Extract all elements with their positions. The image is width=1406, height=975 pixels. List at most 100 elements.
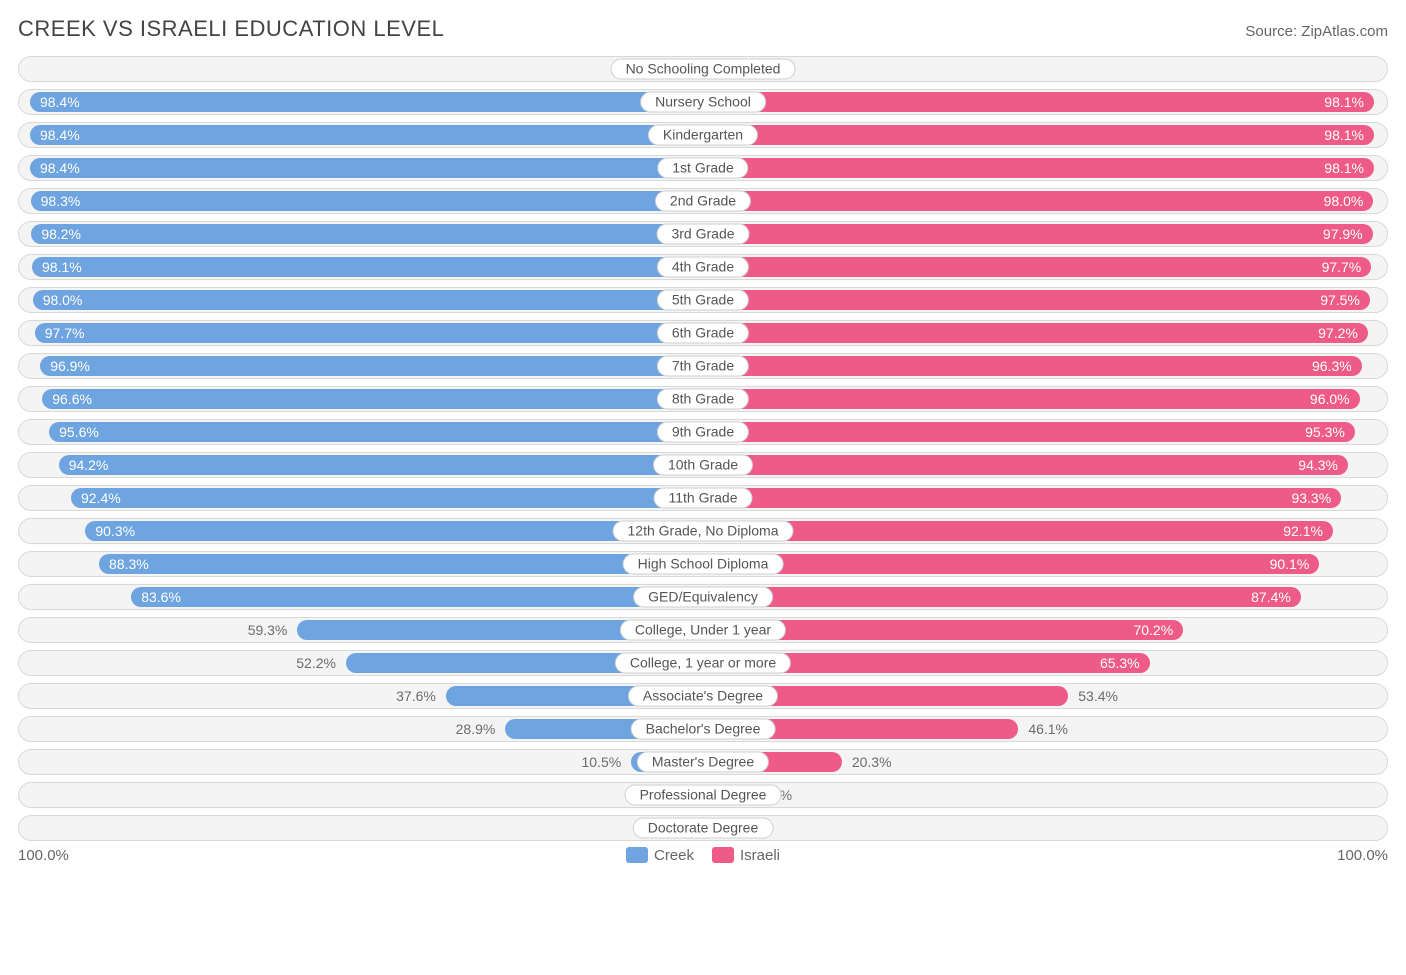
- value-right: 97.2%: [1318, 321, 1358, 345]
- row-label: 1st Grade: [657, 158, 748, 179]
- row-label: Master's Degree: [637, 752, 769, 773]
- bar-right: [703, 158, 1374, 178]
- bar-right: [703, 389, 1360, 409]
- chart-row: 52.2%65.3%College, 1 year or more: [18, 650, 1388, 676]
- legend-item-creek: Creek: [626, 847, 694, 864]
- chart-row: 1.6%1.9%No Schooling Completed: [18, 56, 1388, 82]
- value-right: 98.1%: [1324, 156, 1364, 180]
- bar-right: [703, 191, 1373, 211]
- legend-label-creek: Creek: [654, 847, 694, 864]
- axis-right-max: 100.0%: [1337, 847, 1388, 864]
- row-label: Nursery School: [640, 92, 766, 113]
- value-left: 88.3%: [109, 552, 149, 576]
- chart-row: 94.2%94.3%10th Grade: [18, 452, 1388, 478]
- chart-row: 83.6% 87.4% GED/Equivalency: [18, 584, 1388, 610]
- bar-right: [703, 125, 1374, 145]
- value-right: 70.2%: [1133, 618, 1173, 642]
- value-right: 87.4%: [1251, 585, 1291, 609]
- row-label: GED/Equivalency: [633, 587, 773, 608]
- row-label: No Schooling Completed: [611, 59, 796, 80]
- chart-row: 98.4%98.1%Kindergarten: [18, 122, 1388, 148]
- chart-row: 3.1%6.9%Professional Degree: [18, 782, 1388, 808]
- value-right: 98.1%: [1324, 90, 1364, 114]
- chart-title: CREEK VS ISRAELI EDUCATION LEVEL: [18, 16, 444, 42]
- chart-rows: 1.6%1.9%No Schooling Completed 98.4% 98.1%…: [18, 56, 1388, 841]
- bar-left: [32, 257, 703, 277]
- bar-left: [30, 158, 703, 178]
- row-label: Professional Degree: [625, 785, 782, 806]
- value-left: 98.4%: [40, 123, 80, 147]
- axis-left-max: 100.0%: [18, 847, 69, 864]
- chart-row: 37.6%53.4%Associate's Degree: [18, 683, 1388, 709]
- chart-row: 1.3%2.7%Doctorate Degree: [18, 815, 1388, 841]
- value-right: 95.3%: [1305, 420, 1345, 444]
- legend-label-israeli: Israeli: [740, 847, 780, 864]
- value-right: 20.3%: [852, 750, 892, 774]
- row-label: 11th Grade: [653, 488, 752, 509]
- value-left: 98.3%: [41, 189, 81, 213]
- row-label: 12th Grade, No Diploma: [613, 521, 794, 542]
- chart-row: 98.2% 97.9% 3rd Grade: [18, 221, 1388, 247]
- chart-row: 97.7%97.2%6th Grade: [18, 320, 1388, 346]
- value-left: 92.4%: [81, 486, 121, 510]
- chart-row: 90.3% 92.1% 12th Grade, No Diploma: [18, 518, 1388, 544]
- bar-left: [99, 554, 703, 574]
- bar-left: [35, 323, 703, 343]
- value-right: 96.3%: [1312, 354, 1352, 378]
- value-right: 90.1%: [1270, 552, 1310, 576]
- value-left: 96.6%: [52, 387, 92, 411]
- bar-right: [703, 554, 1319, 574]
- value-right: 65.3%: [1100, 651, 1140, 675]
- value-left: 90.3%: [95, 519, 135, 543]
- value-right: 92.1%: [1283, 519, 1323, 543]
- value-left: 97.7%: [45, 321, 85, 345]
- value-right: 96.0%: [1310, 387, 1350, 411]
- row-label: 4th Grade: [657, 257, 749, 278]
- value-left: 94.2%: [69, 453, 109, 477]
- bar-right: [703, 587, 1301, 607]
- value-left: 52.2%: [296, 651, 336, 675]
- row-label: College, Under 1 year: [620, 620, 786, 641]
- chart-footer: 100.0% Creek Israeli 100.0%: [18, 847, 1388, 864]
- value-left: 59.3%: [248, 618, 288, 642]
- value-left: 98.1%: [42, 255, 82, 279]
- legend-item-israeli: Israeli: [712, 847, 780, 864]
- chart-row: 98.1% 97.7% 4th Grade: [18, 254, 1388, 280]
- value-left: 98.0%: [43, 288, 83, 312]
- bar-left: [85, 521, 703, 541]
- bar-right: [703, 455, 1348, 475]
- chart-row: 95.6%95.3%9th Grade: [18, 419, 1388, 445]
- row-label: Doctorate Degree: [633, 818, 774, 839]
- chart-header: CREEK VS ISRAELI EDUCATION LEVEL Source:…: [18, 16, 1388, 42]
- row-label: 7th Grade: [657, 356, 749, 377]
- chart-row: 96.6%96.0%8th Grade: [18, 386, 1388, 412]
- chart-row: 59.3% 70.2% College, Under 1 year: [18, 617, 1388, 643]
- bar-right: [703, 224, 1373, 244]
- value-right: 97.5%: [1320, 288, 1360, 312]
- value-right: 98.1%: [1324, 123, 1364, 147]
- source-link[interactable]: ZipAtlas.com: [1301, 23, 1388, 40]
- value-right: 97.7%: [1322, 255, 1362, 279]
- value-left: 96.9%: [50, 354, 90, 378]
- bar-left: [40, 356, 703, 376]
- bar-left: [49, 422, 703, 442]
- bar-left: [31, 191, 703, 211]
- chart-row: 98.4% 98.1% Nursery School: [18, 89, 1388, 115]
- bar-left: [59, 455, 703, 475]
- value-right: 98.0%: [1324, 189, 1364, 213]
- value-left: 98.4%: [40, 90, 80, 114]
- chart-row: 10.5% 20.3% Master's Degree: [18, 749, 1388, 775]
- value-right: 93.3%: [1291, 486, 1331, 510]
- bar-right: [703, 92, 1374, 112]
- value-left: 98.2%: [41, 222, 81, 246]
- value-right: 97.9%: [1323, 222, 1363, 246]
- value-left: 37.6%: [396, 684, 436, 708]
- row-label: 3rd Grade: [656, 224, 749, 245]
- legend-swatch-israeli: [712, 847, 734, 863]
- row-label: High School Diploma: [623, 554, 784, 575]
- value-left: 95.6%: [59, 420, 99, 444]
- value-left: 83.6%: [141, 585, 181, 609]
- value-left: 10.5%: [581, 750, 621, 774]
- bar-left: [33, 290, 703, 310]
- bar-right: [703, 422, 1355, 442]
